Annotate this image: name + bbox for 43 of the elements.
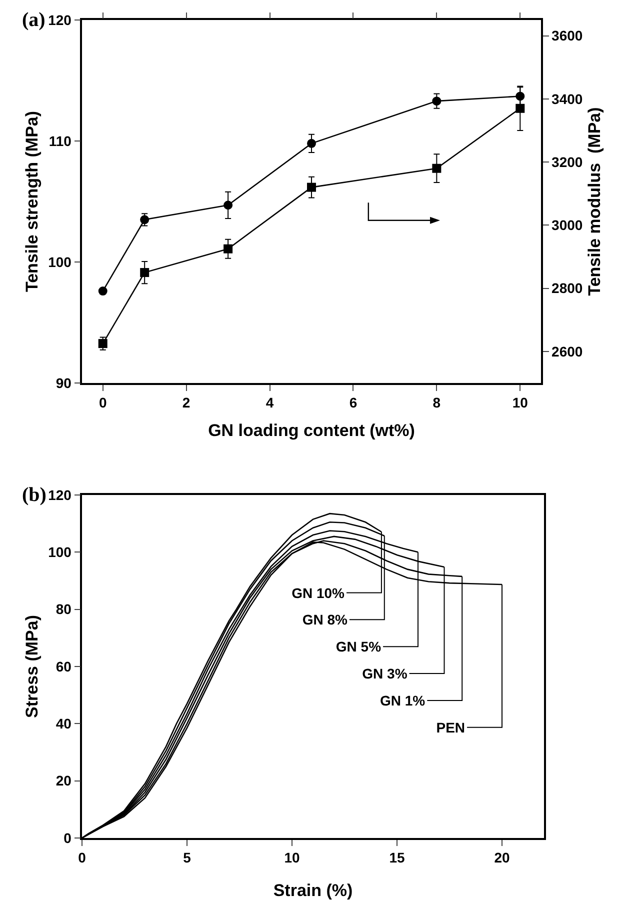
x-axis-title: GN loading content (wt%) xyxy=(208,421,415,440)
annotation: GN 10% xyxy=(292,584,346,601)
y2-tick-label: 3400 xyxy=(552,90,583,107)
y-tick-label: 110 xyxy=(48,132,72,149)
y-tick-label: 20 xyxy=(56,772,72,789)
leader-callout: GN 10% xyxy=(292,531,382,601)
x-tick-label: 15 xyxy=(389,850,405,866)
y-axis-title: Stress (MPa) xyxy=(22,615,42,718)
x-tick-label: 8 xyxy=(432,394,441,411)
x-tick-label: 0 xyxy=(78,850,86,866)
x-tick-label: 2 xyxy=(182,394,190,411)
y-tick-label: 90 xyxy=(56,374,72,391)
y-tick-label: 100 xyxy=(48,254,72,270)
y2-axis-title: Tensile modulus (MPa) xyxy=(584,107,604,296)
annotation: GN 3% xyxy=(362,666,408,682)
y-tick-label: 60 xyxy=(56,658,72,674)
y2-tick-label: 3600 xyxy=(552,28,583,44)
x-tick-label: 4 xyxy=(266,394,274,411)
chart-title: (b) xyxy=(22,484,46,506)
y-tick-label: 120 xyxy=(48,486,72,503)
x-axis-title: Strain (%) xyxy=(273,881,353,900)
y-tick-label: 100 xyxy=(48,544,72,560)
y-tick-label: 80 xyxy=(56,601,72,618)
y2-tick-label: 2800 xyxy=(552,280,583,296)
x-tick-label: 10 xyxy=(512,394,528,411)
annotation: PEN xyxy=(436,719,466,736)
x-tick-label: 10 xyxy=(284,850,300,866)
y-axis-title: Tensile strength (MPa) xyxy=(22,110,42,292)
annotation: GN 8% xyxy=(302,612,348,628)
x-tick-label: 5 xyxy=(183,850,192,866)
y2-tick-label: 2600 xyxy=(552,343,583,360)
chart-title: (a) xyxy=(22,9,46,31)
leader-callout: PEN xyxy=(436,584,502,736)
y-tick-label: 120 xyxy=(48,12,72,28)
y-tick-label: 0 xyxy=(64,830,72,846)
x-tick-label: 20 xyxy=(494,850,510,866)
x-tick-label: 0 xyxy=(98,394,107,411)
y2-tick-label: 3000 xyxy=(552,217,583,234)
annotation: GN 5% xyxy=(336,638,382,655)
y2-tick-label: 3200 xyxy=(552,154,583,170)
y-tick-label: 40 xyxy=(56,716,72,732)
annotation: GN 1% xyxy=(380,692,426,708)
x-tick-label: 6 xyxy=(349,394,358,411)
